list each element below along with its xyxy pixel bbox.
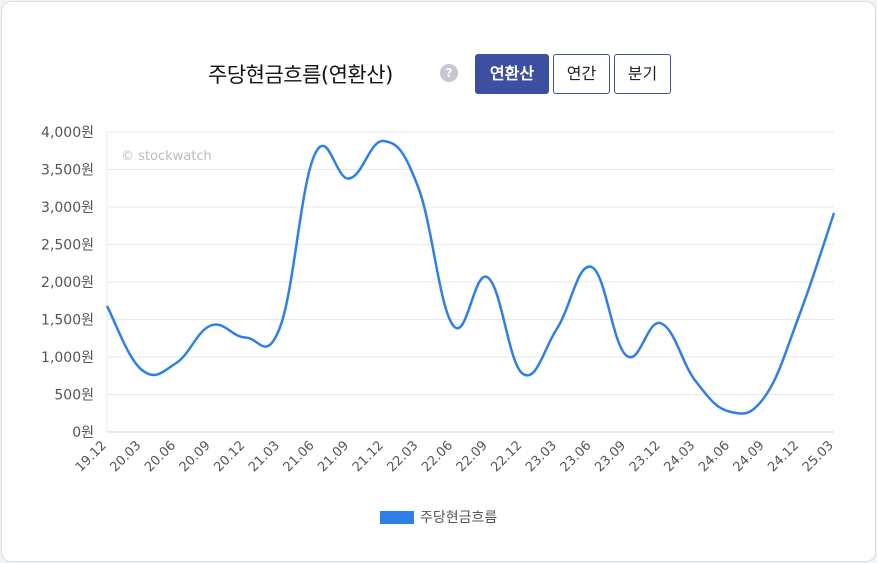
data-point[interactable] [310, 150, 320, 160]
x-tick-label: 21.12 [350, 438, 387, 475]
chart-title: 주당현금흐름(연환산) [208, 63, 393, 87]
data-point[interactable] [137, 365, 147, 375]
data-point[interactable] [621, 351, 631, 361]
data-point[interactable] [760, 392, 770, 402]
data-point[interactable] [275, 322, 285, 332]
data-point[interactable] [171, 358, 181, 368]
x-tick-label: 20.03 [108, 438, 145, 475]
series-line [105, 139, 836, 415]
x-tick-label: 23.12 [627, 438, 664, 475]
data-point[interactable] [691, 376, 701, 386]
x-tick-label: 24.06 [696, 438, 733, 475]
x-tick-label: 23.06 [558, 438, 595, 475]
legend-label[interactable]: 주당현금흐름 [420, 510, 497, 526]
y-tick-label: 4,000원 [41, 125, 94, 141]
x-tick-label: 24.03 [661, 438, 698, 475]
x-tick-label: 23.03 [523, 438, 560, 475]
data-point[interactable] [379, 136, 389, 146]
data-point[interactable] [829, 208, 839, 218]
help-icon[interactable]: ? [440, 64, 458, 82]
y-tick-label: 0원 [72, 425, 94, 441]
y-tick-label: 2,500원 [41, 238, 94, 254]
data-point[interactable] [656, 318, 666, 328]
x-tick-label: 21.06 [281, 438, 318, 475]
watermark: © stockwatch [121, 149, 212, 164]
data-point[interactable] [414, 183, 424, 193]
x-tick-label: 22.03 [384, 438, 421, 475]
x-tick-label: 20.06 [142, 438, 179, 475]
data-point[interactable] [725, 407, 735, 417]
data-point[interactable] [483, 273, 493, 283]
data-point[interactable] [448, 321, 458, 331]
y-tick-label: 1,000원 [41, 350, 94, 366]
x-tick-label: 24.12 [765, 438, 802, 475]
data-point[interactable] [344, 174, 354, 184]
tab-quarterly[interactable]: 분기 [614, 54, 671, 94]
legend-swatch [380, 511, 414, 524]
data-point[interactable] [206, 321, 216, 331]
data-point[interactable] [517, 369, 527, 379]
tab-annual[interactable]: 연간 [553, 54, 610, 94]
x-tick-label: 22.09 [454, 438, 491, 475]
x-tick-label: 22.06 [419, 438, 456, 475]
x-tick-label: 25.03 [800, 438, 837, 475]
x-tick-label: 24.09 [731, 438, 768, 475]
data-point[interactable] [552, 324, 562, 334]
x-tick-label: 22.12 [488, 438, 525, 475]
x-tick-label: 20.12 [211, 438, 248, 475]
x-tick-label: 20.09 [177, 438, 214, 475]
x-tick-label: 21.03 [246, 438, 283, 475]
x-tick-label: 21.09 [315, 438, 352, 475]
y-tick-label: 3,000원 [41, 200, 94, 216]
x-tick-label: 19.12 [73, 438, 110, 475]
data-point[interactable] [240, 333, 250, 343]
y-tick-label: 500원 [54, 388, 94, 404]
y-tick-label: 2,000원 [41, 275, 94, 291]
data-point[interactable] [102, 301, 112, 311]
x-tick-label: 23.09 [592, 438, 629, 475]
data-point[interactable] [587, 262, 597, 272]
y-tick-label: 1,500원 [41, 313, 94, 329]
tab-annualized[interactable]: 연환산 [475, 54, 549, 94]
data-point[interactable] [794, 310, 804, 320]
y-tick-label: 3,500원 [41, 163, 94, 179]
